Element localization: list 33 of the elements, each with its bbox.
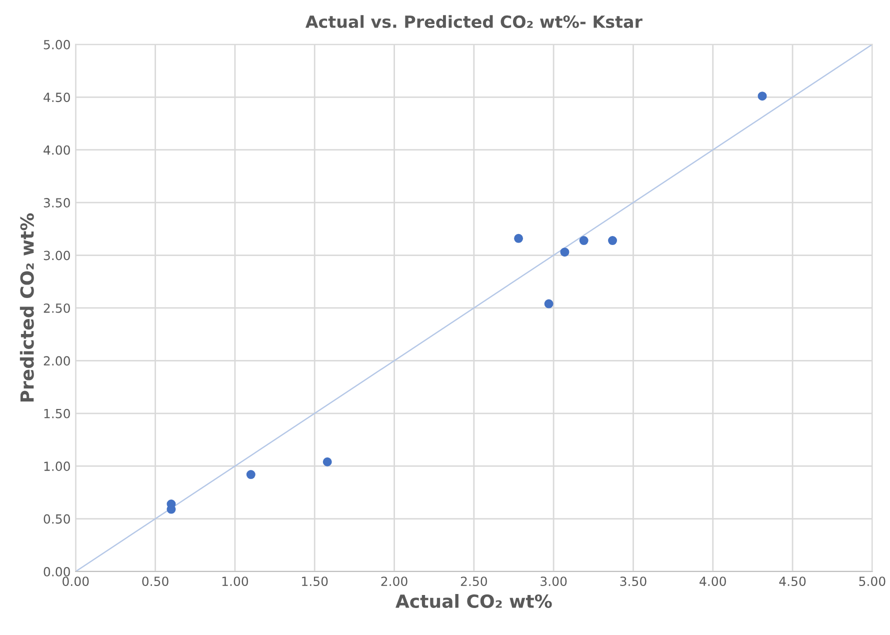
x-tick-label: 2.00 xyxy=(381,576,408,586)
y-tick-label: 0.50 xyxy=(44,514,70,524)
y-tick-label: 3.00 xyxy=(44,250,70,260)
point xyxy=(608,236,618,246)
x-tick-label: 1.50 xyxy=(302,576,328,586)
x-tick-label: 0.00 xyxy=(62,576,89,586)
x-tick-label: 4.50 xyxy=(779,576,806,586)
y-tick-label: 2.00 xyxy=(44,356,70,366)
y-tick-label: 5.00 xyxy=(44,40,70,50)
point xyxy=(758,92,767,101)
point xyxy=(246,470,256,480)
point xyxy=(560,248,570,257)
chart-title: Actual vs. Predicted CO₂ wt%- Kstar xyxy=(305,15,642,28)
x-tick-label: 1.00 xyxy=(222,576,248,586)
x-tick-label: 2.50 xyxy=(460,576,488,586)
point xyxy=(322,457,332,466)
y-tick-label: 1.00 xyxy=(44,462,70,472)
point xyxy=(544,299,554,308)
y-tick-label: 4.50 xyxy=(44,92,70,102)
point xyxy=(579,236,588,246)
y-tick-label: 2.50 xyxy=(44,303,70,313)
y-tick-label: 1.50 xyxy=(44,408,70,418)
point xyxy=(514,234,524,243)
x-axis-title: Actual CO₂ wt% xyxy=(396,594,552,608)
y-tick-label: 3.50 xyxy=(44,198,70,208)
x-tick-label: 0.50 xyxy=(142,576,168,586)
y-tick-label: 0.00 xyxy=(44,566,70,576)
x-tick-label: 3.50 xyxy=(620,576,646,586)
x-tick-label: 4.00 xyxy=(700,576,726,586)
y-tick-label: 4.00 xyxy=(44,145,70,155)
y-axis-title: Predicted CO₂ wt% xyxy=(20,213,34,402)
x-tick-label: 5.00 xyxy=(859,576,886,586)
x-tick-label: 3.00 xyxy=(540,576,567,586)
